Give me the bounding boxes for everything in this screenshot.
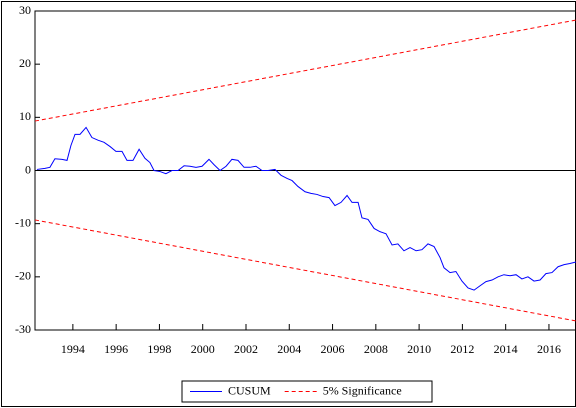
- y-tick-label: -20: [15, 269, 31, 283]
- series-line: [34, 219, 576, 322]
- legend-label: 5% Significance: [323, 383, 402, 397]
- y-tick-label: 0: [25, 162, 31, 176]
- x-tick-label: 2016: [537, 342, 561, 356]
- x-tick-label: 2000: [191, 342, 215, 356]
- series-line: [36, 126, 576, 291]
- y-tick-label: -30: [15, 322, 31, 336]
- x-tick-label: 1998: [147, 342, 171, 356]
- x-tick-label: 2002: [234, 342, 258, 356]
- x-tick-label: 2006: [321, 342, 345, 356]
- x-tick-label: 2014: [494, 342, 518, 356]
- x-tick-label: 2004: [277, 342, 301, 356]
- legend-label: CUSUM: [228, 383, 271, 397]
- x-tick-label: 1996: [104, 342, 128, 356]
- y-tick-label: -10: [15, 215, 31, 229]
- x-tick-label: 2008: [364, 342, 388, 356]
- x-tick-label: 2012: [450, 342, 474, 356]
- y-tick-label: 20: [19, 56, 31, 70]
- y-tick-label: 10: [19, 109, 31, 123]
- y-tick-label: 30: [19, 3, 31, 17]
- x-tick-label: 1994: [61, 342, 85, 356]
- x-tick-label: 2010: [407, 342, 431, 356]
- series-line: [34, 19, 576, 122]
